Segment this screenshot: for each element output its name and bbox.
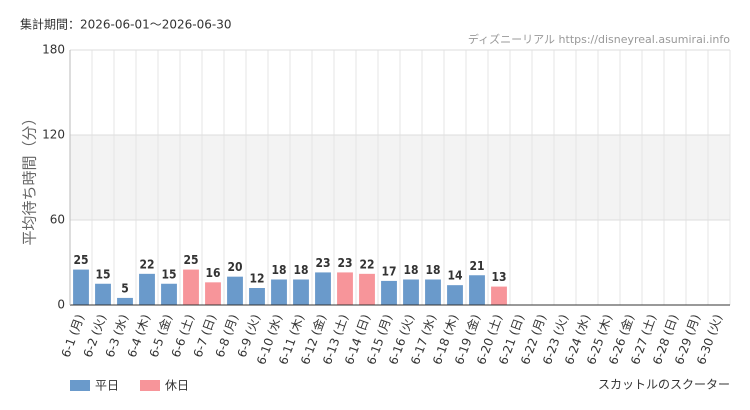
y-tick-label: 0 (57, 298, 65, 312)
bar (139, 273, 155, 305)
bar (469, 275, 485, 305)
bar (271, 279, 287, 305)
value-label: 5 (121, 281, 129, 295)
bar (205, 282, 221, 305)
value-label: 15 (161, 267, 176, 281)
legend-label: 平日 (95, 379, 119, 393)
value-label: 18 (403, 263, 418, 277)
value-label: 14 (447, 269, 463, 283)
value-label: 13 (491, 270, 506, 284)
value-label: 16 (205, 266, 220, 280)
y-tick-label: 180 (42, 43, 65, 57)
value-label: 22 (139, 257, 154, 271)
value-label: 23 (337, 256, 352, 270)
bar (117, 297, 133, 305)
value-label: 15 (95, 267, 110, 281)
bar (249, 288, 265, 305)
bar (183, 269, 199, 305)
legend-label: 休日 (165, 379, 189, 393)
legend-swatch (140, 380, 160, 391)
source: ディズニーリアル https://disneyreal.asumirai.inf… (468, 32, 730, 46)
legend-swatch (70, 380, 90, 391)
value-label: 12 (249, 272, 264, 286)
y-axis-title: 平均待ち時間（分） (21, 110, 39, 245)
value-label: 20 (227, 260, 242, 274)
bar (293, 279, 309, 305)
bar (227, 276, 243, 305)
bar (315, 272, 331, 305)
value-label: 21 (469, 259, 484, 273)
value-label: 17 (381, 264, 396, 278)
y-tick-label: 60 (50, 213, 65, 227)
chart-title: 集計期間：2026-06-01～2026-06-30 (20, 17, 231, 32)
value-label: 23 (315, 256, 330, 270)
bar (381, 280, 397, 305)
bar (491, 286, 507, 305)
bar (73, 269, 89, 305)
bar (403, 279, 419, 305)
y-tick-label: 120 (42, 128, 65, 142)
value-label: 18 (425, 263, 440, 277)
value-label: 18 (271, 263, 286, 277)
bar (95, 283, 111, 305)
value-label: 25 (183, 253, 198, 267)
value-label: 25 (73, 253, 88, 267)
value-label: 18 (293, 263, 308, 277)
bar (447, 285, 463, 305)
bar (425, 279, 441, 305)
bar (337, 272, 353, 305)
footer: スカットルのスクーター (598, 378, 730, 392)
bar (161, 283, 177, 305)
value-label: 22 (359, 257, 374, 271)
bar (359, 273, 375, 305)
